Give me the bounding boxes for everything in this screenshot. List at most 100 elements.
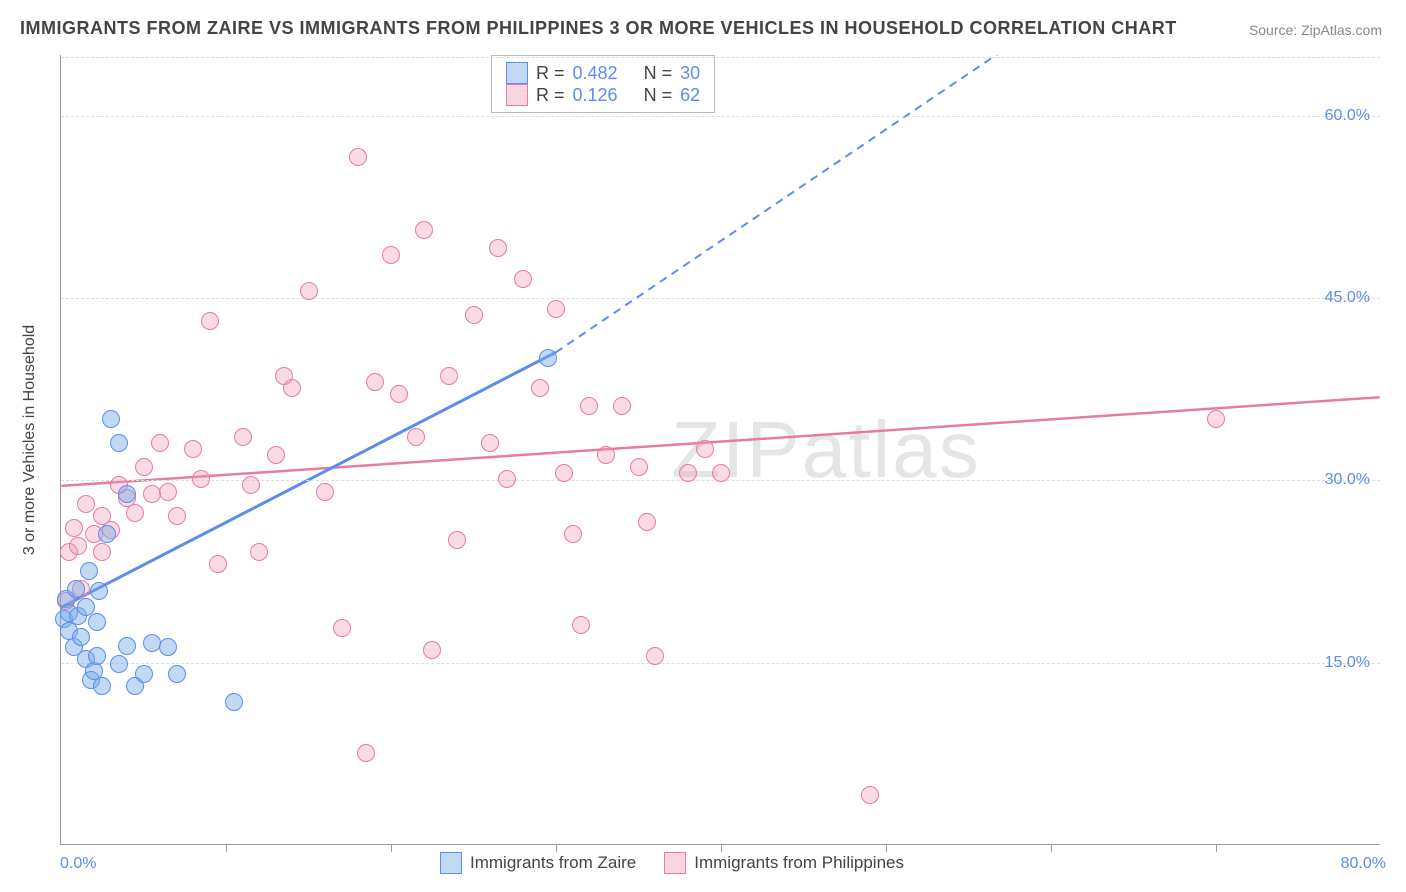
scatter-point-series2 [481, 434, 499, 452]
scatter-point-series2 [580, 397, 598, 415]
gridline-horizontal [61, 663, 1380, 664]
x-axis-min-label: 0.0% [60, 855, 96, 873]
scatter-point-series2 [300, 282, 318, 300]
scatter-point-series2 [65, 519, 83, 537]
scatter-point-series1 [118, 637, 136, 655]
swatch-blue-icon [440, 852, 462, 874]
scatter-point-series2 [275, 367, 293, 385]
scatter-point-series2 [234, 428, 252, 446]
x-tick [886, 844, 887, 852]
scatter-point-series2 [1207, 410, 1225, 428]
scatter-point-series2 [366, 373, 384, 391]
scatter-point-series1 [539, 349, 557, 367]
scatter-point-series2 [135, 458, 153, 476]
scatter-point-series2 [159, 483, 177, 501]
scatter-point-series1 [102, 410, 120, 428]
swatch-pink-icon [506, 84, 528, 106]
n-value: 62 [680, 85, 700, 106]
y-tick-label: 30.0% [1325, 471, 1370, 489]
scatter-point-series2 [333, 619, 351, 637]
n-label: N = [644, 63, 673, 84]
bottom-legend: Immigrants from Zaire Immigrants from Ph… [440, 852, 904, 874]
scatter-point-series2 [630, 458, 648, 476]
scatter-point-series2 [547, 300, 565, 318]
x-tick [556, 844, 557, 852]
stats-row-series1: R = 0.482 N = 30 [506, 62, 700, 84]
swatch-pink-icon [664, 852, 686, 874]
scatter-point-series2 [407, 428, 425, 446]
scatter-point-series2 [465, 306, 483, 324]
y-tick-label: 45.0% [1325, 289, 1370, 307]
n-label: N = [644, 85, 673, 106]
scatter-point-series2 [382, 246, 400, 264]
source-label: Source: ZipAtlas.com [1249, 22, 1382, 38]
scatter-point-series1 [67, 580, 85, 598]
scatter-point-series2 [531, 379, 549, 397]
scatter-point-series2 [168, 507, 186, 525]
scatter-point-series1 [110, 655, 128, 673]
scatter-point-series2 [696, 440, 714, 458]
scatter-point-series2 [489, 239, 507, 257]
r-label: R = [536, 85, 565, 106]
scatter-point-series2 [555, 464, 573, 482]
scatter-point-series2 [184, 440, 202, 458]
scatter-point-series2 [597, 446, 615, 464]
scatter-point-series2 [69, 537, 87, 555]
scatter-point-series2 [143, 485, 161, 503]
trend-lines-svg [61, 55, 1380, 844]
scatter-point-series2 [638, 513, 656, 531]
scatter-point-series2 [514, 270, 532, 288]
scatter-point-series2 [646, 647, 664, 665]
y-tick-label: 60.0% [1325, 107, 1370, 125]
scatter-point-series1 [72, 628, 90, 646]
swatch-blue-icon [506, 62, 528, 84]
scatter-point-series2 [349, 148, 367, 166]
scatter-point-series2 [357, 744, 375, 762]
scatter-point-series2 [201, 312, 219, 330]
x-tick [1051, 844, 1052, 852]
scatter-point-series2 [316, 483, 334, 501]
gridline-horizontal [61, 298, 1380, 299]
scatter-point-series2 [267, 446, 285, 464]
scatter-point-series2 [679, 464, 697, 482]
legend-label: Immigrants from Zaire [470, 853, 636, 873]
scatter-point-series2 [151, 434, 169, 452]
scatter-point-series2 [242, 476, 260, 494]
y-tick-label: 15.0% [1325, 654, 1370, 672]
x-tick [721, 844, 722, 852]
scatter-point-series1 [88, 647, 106, 665]
scatter-point-series2 [861, 786, 879, 804]
scatter-point-series1 [118, 485, 136, 503]
scatter-point-series1 [90, 582, 108, 600]
chart-plot-area: ZIPatlas R = 0.482 N = 30 R = 0.126 N = … [60, 55, 1380, 845]
gridline-horizontal [61, 116, 1380, 117]
scatter-point-series1 [135, 665, 153, 683]
scatter-point-series2 [564, 525, 582, 543]
x-tick [226, 844, 227, 852]
scatter-point-series1 [168, 665, 186, 683]
r-value: 0.126 [573, 85, 618, 106]
scatter-point-series2 [77, 495, 95, 513]
chart-title: IMMIGRANTS FROM ZAIRE VS IMMIGRANTS FROM… [20, 18, 1177, 39]
scatter-point-series2 [498, 470, 516, 488]
scatter-point-series1 [80, 562, 98, 580]
y-axis-label: 3 or more Vehicles in Household [21, 325, 39, 555]
legend-label: Immigrants from Philippines [694, 853, 904, 873]
scatter-point-series2 [415, 221, 433, 239]
scatter-point-series2 [209, 555, 227, 573]
scatter-point-series1 [93, 677, 111, 695]
scatter-point-series2 [712, 464, 730, 482]
scatter-point-series2 [613, 397, 631, 415]
scatter-point-series2 [126, 504, 144, 522]
scatter-point-series1 [88, 613, 106, 631]
x-axis-max-label: 80.0% [1341, 855, 1386, 873]
scatter-point-series1 [159, 638, 177, 656]
scatter-point-series2 [192, 470, 210, 488]
scatter-point-series1 [98, 525, 116, 543]
x-tick [1216, 844, 1217, 852]
legend-item-series1: Immigrants from Zaire [440, 852, 636, 874]
x-tick [391, 844, 392, 852]
r-value: 0.482 [573, 63, 618, 84]
stats-legend-box: R = 0.482 N = 30 R = 0.126 N = 62 [491, 55, 715, 113]
gridline-horizontal [61, 57, 1380, 58]
